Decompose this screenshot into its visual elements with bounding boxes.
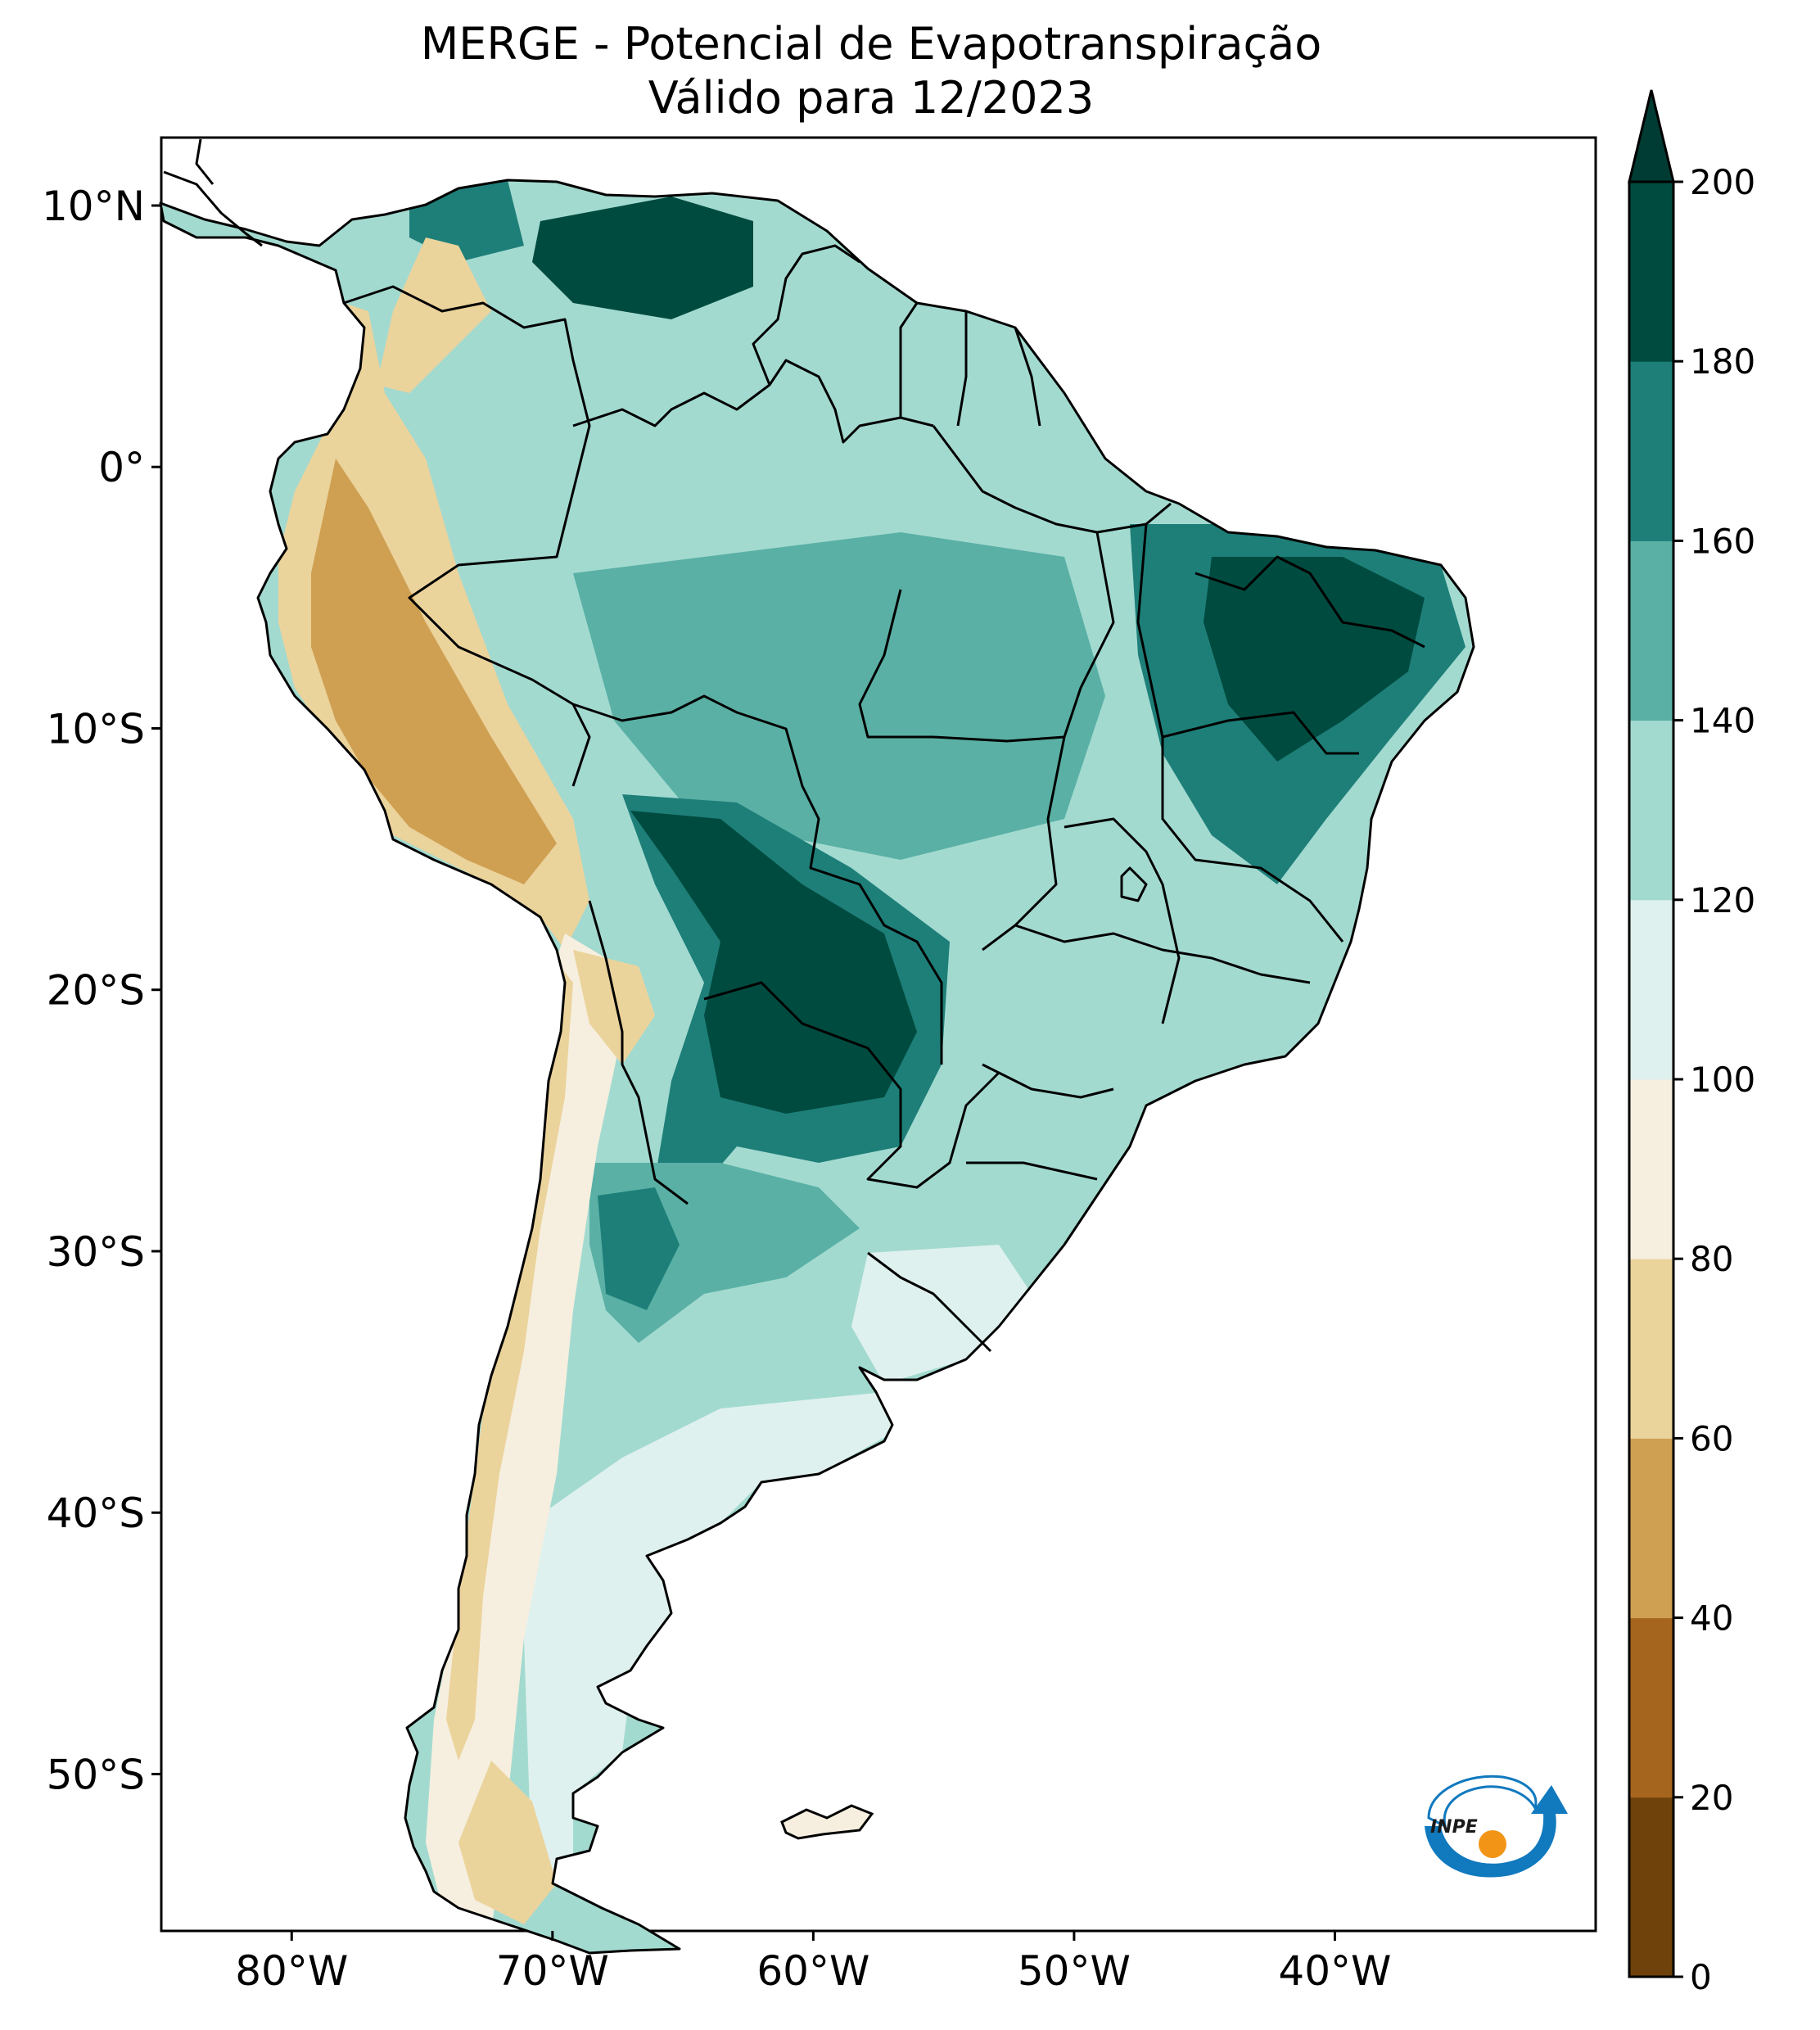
colorbar-band	[1629, 1259, 1673, 1439]
lat-tick-label: 10°N	[42, 183, 145, 230]
lat-tick-label: 10°S	[47, 705, 145, 753]
map-title-line1: MERGE - Potencial de Evapotranspiração	[421, 18, 1322, 70]
coastline	[159, 179, 1475, 1955]
colorbar-tick-label: 200	[1690, 162, 1755, 202]
colorbar-band	[1629, 1079, 1673, 1259]
colorbar: 0 20 40 60 80 100 120 140 160 180 200	[1628, 89, 1755, 1997]
colorbar-band	[1629, 361, 1673, 541]
colorbar-tick-label: 60	[1690, 1418, 1733, 1458]
lon-tick-label: 70°W	[496, 1947, 609, 1995]
colorbar-tick-label: 80	[1690, 1239, 1733, 1279]
lat-tick-label: 50°S	[47, 1751, 145, 1798]
falkland-islands	[780, 1804, 874, 1840]
colorbar-tick-label: 140	[1690, 701, 1755, 741]
colorbar-band	[1629, 1438, 1673, 1619]
colorbar-band	[1629, 1617, 1673, 1798]
colorbar-band	[1629, 540, 1673, 721]
colorbar-band	[1629, 899, 1673, 1080]
lon-tick-label: 60°W	[756, 1947, 869, 1995]
lat-tick-label: 20°S	[47, 967, 145, 1015]
lat-tick-label: 30°S	[47, 1228, 145, 1276]
map-title-line2: Válido para 12/2023	[648, 72, 1094, 124]
lon-tick-label: 40°W	[1278, 1947, 1391, 1995]
colorbar-band	[1629, 1797, 1673, 1978]
latitude-axis: 10°N 0° 10°S 20°S 30°S 40°S 50°S	[42, 183, 161, 1798]
colorbar-band	[1629, 182, 1673, 362]
central-america-outline	[163, 138, 263, 247]
longitude-axis: 80°W 70°W 60°W 50°W 40°W	[235, 1931, 1391, 1995]
colorbar-tick-label: 120	[1690, 880, 1755, 920]
colorbar-tick-label: 20	[1690, 1778, 1733, 1818]
lat-tick-label: 0°	[98, 444, 145, 491]
colorbar-band	[1629, 720, 1673, 901]
lon-tick-label: 50°W	[1018, 1947, 1131, 1995]
colorbar-tick-label: 40	[1690, 1598, 1733, 1639]
colorbar-tick-label: 100	[1690, 1060, 1755, 1100]
lon-tick-label: 80°W	[235, 1947, 348, 1995]
colorbar-tick-label: 160	[1690, 521, 1755, 561]
lat-tick-label: 40°S	[47, 1490, 145, 1537]
inpe-logo-text: INPE	[1430, 1817, 1478, 1838]
political-borders	[343, 244, 1425, 1353]
colorbar-tick-label: 180	[1690, 341, 1755, 382]
colorbar-extend-arrow	[1628, 89, 1675, 183]
colorbar-tick-label: 0	[1690, 1957, 1712, 1997]
inpe-logo: INPE	[1425, 1775, 1568, 1878]
